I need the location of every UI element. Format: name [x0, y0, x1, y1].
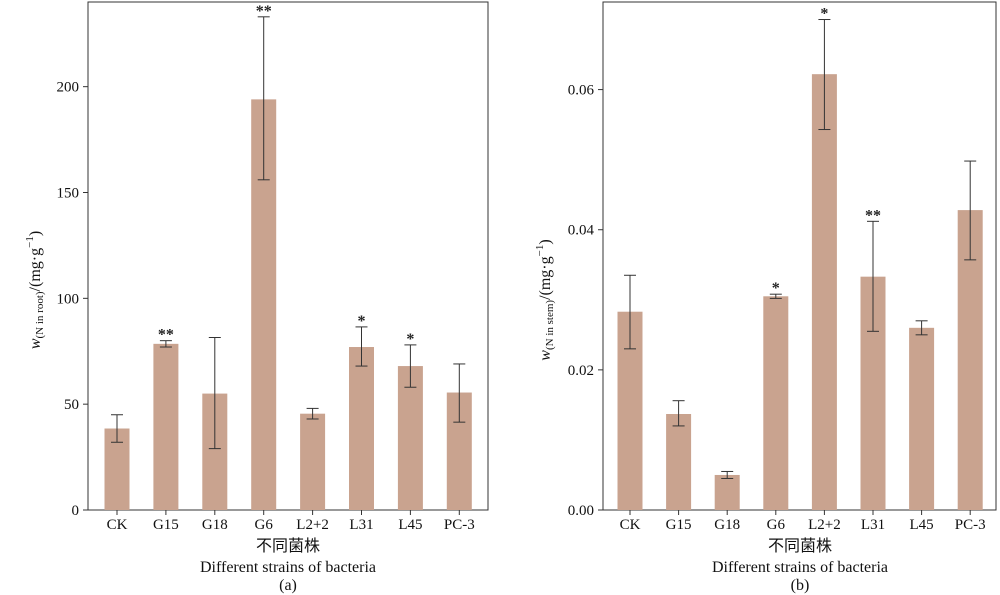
- x-tick-label: PC-3: [444, 517, 475, 533]
- x-axis-b: CK G15 G18 G6 L2+2 L31 L45 PC-3: [620, 510, 986, 533]
- x-tick-label: G18: [202, 517, 228, 533]
- x-axis-label-cn-a: 不同菌株: [256, 536, 320, 555]
- significance-marker: *: [358, 313, 366, 330]
- significance-marker: **: [256, 3, 272, 20]
- bar-l45: [397, 366, 423, 510]
- x-tick-label: PC-3: [955, 517, 986, 533]
- significance-marker: **: [158, 327, 174, 344]
- x-tick-label: G6: [767, 517, 786, 533]
- y-axis-label-b: w(N in stem)/(mg·g−1): [534, 239, 556, 360]
- y-tick-label: 0.02: [568, 363, 594, 379]
- plot-frame-b: [602, 1, 997, 511]
- y-tick-label: 0: [72, 503, 80, 519]
- x-axis-a: CK G15 G18 G6 L2+2 L31 L45 PC-3: [107, 510, 475, 533]
- x-tick-label: G6: [255, 517, 274, 533]
- y-tick-label: 0.04: [568, 223, 595, 239]
- y-axis-label-a: w(N in root)/(mg·g−1): [24, 231, 46, 349]
- chart-panel-b: **** 0.000.020.040.06 CK G15 G18 G6 L2+2 L31 L…: [534, 1, 997, 594]
- x-tick-label: CK: [107, 517, 128, 533]
- x-tick-label: L45: [910, 517, 934, 533]
- y-axis-b: 0.00 0.02 0.04 0.06: [568, 83, 603, 519]
- x-tick-label: G15: [153, 517, 179, 533]
- x-tick-label: L2+2: [808, 517, 841, 533]
- y-axis-a: 0 50 100 150 200: [57, 80, 88, 519]
- x-tick-label: L45: [398, 517, 422, 533]
- x-axis-label-cn-b: 不同菌株: [768, 536, 832, 555]
- significance-marker: **: [865, 207, 881, 224]
- x-tick-label: G18: [714, 517, 740, 533]
- x-tick-label: L2+2: [296, 517, 329, 533]
- significance-marker: *: [772, 280, 780, 297]
- bar-l45: [909, 327, 935, 510]
- x-tick-label: CK: [620, 517, 641, 533]
- bars-a: ******: [104, 3, 472, 510]
- panel-label-a: (a): [279, 577, 297, 594]
- bar-l22: [811, 74, 837, 511]
- bar-l31: [349, 347, 374, 510]
- x-tick-label: G15: [666, 517, 692, 533]
- bar-g15: [666, 414, 692, 510]
- bars-b: ****: [617, 6, 983, 511]
- panel-label-b: (b): [791, 577, 810, 594]
- significance-marker: *: [820, 6, 828, 23]
- bar-g6: [763, 296, 789, 510]
- significance-marker: *: [406, 331, 414, 348]
- y-tick-label: 0.06: [568, 83, 595, 99]
- x-tick-label: L31: [349, 517, 373, 533]
- x-tick-label: L31: [861, 517, 885, 533]
- plot-frame-a: [87, 1, 489, 511]
- x-axis-label-en-b: Different strains of bacteria: [712, 559, 888, 576]
- bar-l22: [300, 413, 326, 510]
- y-tick-label: 100: [57, 291, 80, 307]
- bar-g15: [153, 343, 179, 510]
- y-tick-label: 0.00: [568, 503, 594, 519]
- bar-g18: [714, 474, 740, 510]
- y-tick-label: 200: [57, 80, 80, 96]
- x-axis-label-en-a: Different strains of bacteria: [200, 559, 376, 576]
- y-tick-label: 150: [57, 186, 80, 202]
- y-tick-label: 50: [64, 397, 79, 413]
